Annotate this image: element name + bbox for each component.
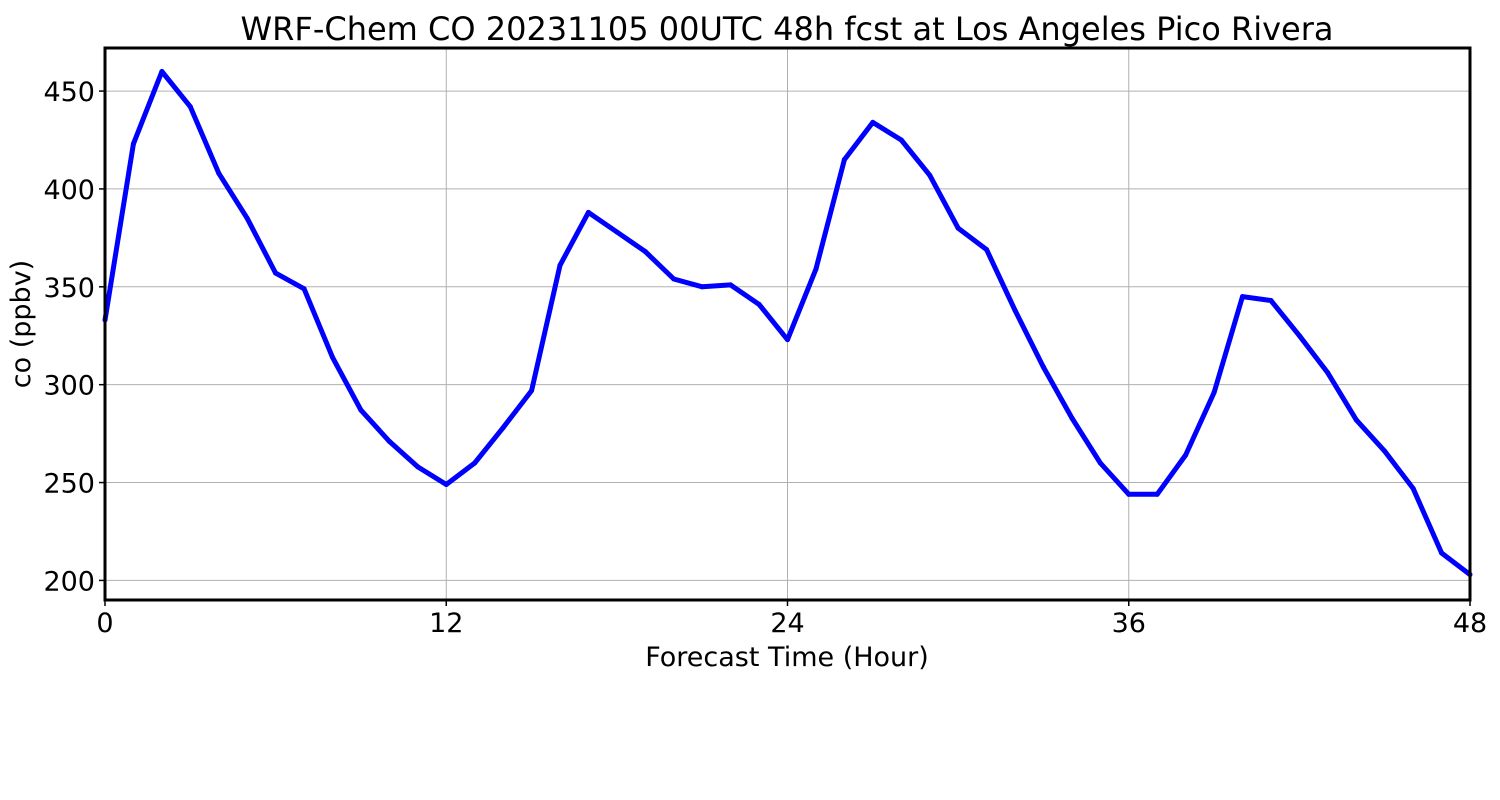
data-point [1040,364,1046,370]
data-point [671,276,677,282]
data-point [813,266,819,272]
data-point [358,407,364,413]
data-point [1183,452,1189,458]
data-point [984,247,990,253]
data-point [898,137,904,143]
data-point [1211,390,1217,396]
x-tick-label: 12 [429,608,463,639]
data-point [443,482,449,488]
data-point [500,425,506,431]
data-point [301,286,307,292]
data-point [557,262,563,268]
data-point [614,229,620,235]
data-point [1097,460,1103,466]
data-point [273,270,279,276]
data-point [529,388,535,394]
data-point [386,438,392,444]
data-point [187,104,193,110]
data-point [1353,417,1359,423]
y-tick-label: 450 [43,77,95,108]
data-point [472,460,478,466]
x-axis-ticks: 0 12 24 36 48 [96,600,1487,639]
x-tick-label: 0 [96,608,113,639]
data-point [927,172,933,178]
data-point [585,209,591,215]
data-point [1410,485,1416,491]
y-tick-label: 300 [43,371,95,402]
data-point [1154,491,1160,497]
x-axis-label: Forecast Time (Hour) [645,642,929,673]
data-point [1296,333,1302,339]
data-point [699,284,705,290]
y-tick-label: 400 [43,175,95,206]
data-point [330,354,335,360]
data-point [1268,298,1274,304]
data-point [415,464,421,470]
x-tick-label: 36 [1112,608,1146,639]
y-axis-ticks: 200 250 300 350 400 450 [43,77,105,597]
data-point [756,301,762,307]
data-point [642,249,648,255]
data-point [870,119,876,125]
data-point [841,157,847,163]
x-tick-label: 24 [770,608,804,639]
x-tick-label: 48 [1453,608,1487,639]
grid-lines [104,48,1471,600]
y-axis-label: co (ppbv) [6,260,37,388]
data-point [1439,550,1445,556]
data-point [728,282,734,288]
y-tick-label: 200 [43,566,95,597]
data-point [1012,307,1018,313]
chart-title: WRF-Chem CO 20231105 00UTC 48h fcst at L… [241,10,1334,48]
y-tick-label: 350 [43,273,95,304]
data-point [785,337,790,343]
data-point [130,141,136,147]
data-point [216,170,222,176]
data-point [955,225,961,231]
y-tick-label: 250 [43,469,95,500]
data-point [1382,448,1388,454]
data-point [1126,491,1132,497]
data-point [244,215,250,221]
data-point [1069,415,1075,421]
data-point [1325,370,1331,376]
data-point [1240,294,1245,300]
data-point [159,68,165,74]
